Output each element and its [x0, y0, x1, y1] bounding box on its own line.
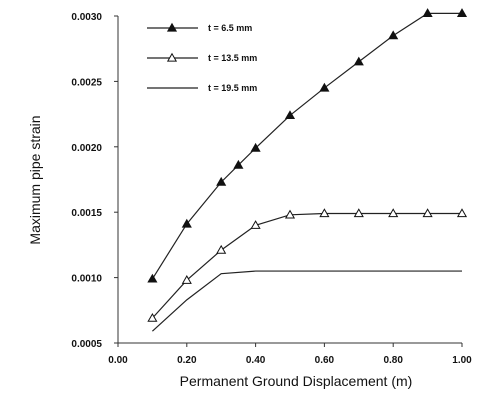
legend-marker	[166, 52, 178, 62]
y-tick-label: 0.0025	[71, 77, 102, 88]
data-point	[388, 30, 399, 40]
data-point	[181, 218, 192, 228]
y-ticks: 0.0005 0.0010 0.0015 0.0020 0.0025 0.0030	[71, 12, 118, 350]
legend-label: t = 13.5 mm	[208, 53, 257, 63]
x-tick-label: 0.20	[177, 355, 197, 366]
x-tick-label: 0.00	[108, 355, 128, 366]
data-point	[456, 208, 468, 218]
data-point	[456, 8, 468, 18]
y-tick-label: 0.0010	[71, 274, 102, 285]
data-point	[284, 209, 296, 219]
series-3	[151, 270, 462, 332]
x-tick-label: 0.60	[315, 355, 335, 366]
x-ticks: 0.00 0.20 0.40 0.60 0.80 1.00	[108, 343, 472, 366]
y-axis-label: Maximum pipe strain	[27, 115, 43, 244]
data-point	[388, 208, 399, 218]
axes	[117, 16, 462, 344]
series-1	[147, 8, 468, 283]
x-axis-label: Permanent Ground Displacement (m)	[180, 373, 413, 389]
data-point	[147, 273, 158, 283]
series-line	[151, 12, 462, 280]
series-line	[151, 270, 462, 332]
series-2	[147, 208, 468, 322]
legend-entry: t = 13.5 mm	[147, 52, 257, 63]
data-point	[216, 244, 227, 254]
legend: t = 6.5 mm t = 13.5 mm t = 19.5 mm	[147, 22, 257, 93]
legend-label: t = 6.5 mm	[208, 23, 252, 33]
y-tick-label: 0.0015	[71, 208, 102, 219]
data-point	[284, 110, 296, 120]
data-point	[250, 142, 261, 152]
data-point	[353, 208, 364, 218]
legend-entry: t = 19.5 mm	[147, 83, 257, 93]
y-tick-label: 0.0030	[71, 12, 102, 23]
x-tick-label: 0.80	[383, 355, 403, 366]
x-tick-label: 1.00	[452, 355, 472, 366]
data-point	[353, 56, 364, 66]
data-point	[250, 220, 261, 229]
y-tick-label: 0.0020	[71, 143, 102, 154]
series-layer	[147, 8, 468, 332]
legend-marker	[166, 22, 178, 32]
series-line	[151, 212, 462, 319]
data-point	[216, 176, 227, 186]
data-point	[147, 312, 158, 322]
data-point	[181, 275, 192, 284]
legend-entry: t = 6.5 mm	[147, 22, 252, 33]
data-point	[319, 208, 330, 218]
legend-label: t = 19.5 mm	[208, 83, 257, 93]
data-point	[233, 159, 244, 169]
y-tick-label: 0.0005	[71, 339, 102, 350]
data-point	[319, 82, 330, 92]
x-tick-label: 0.40	[246, 355, 266, 366]
data-point	[422, 8, 433, 18]
data-point	[422, 208, 433, 218]
